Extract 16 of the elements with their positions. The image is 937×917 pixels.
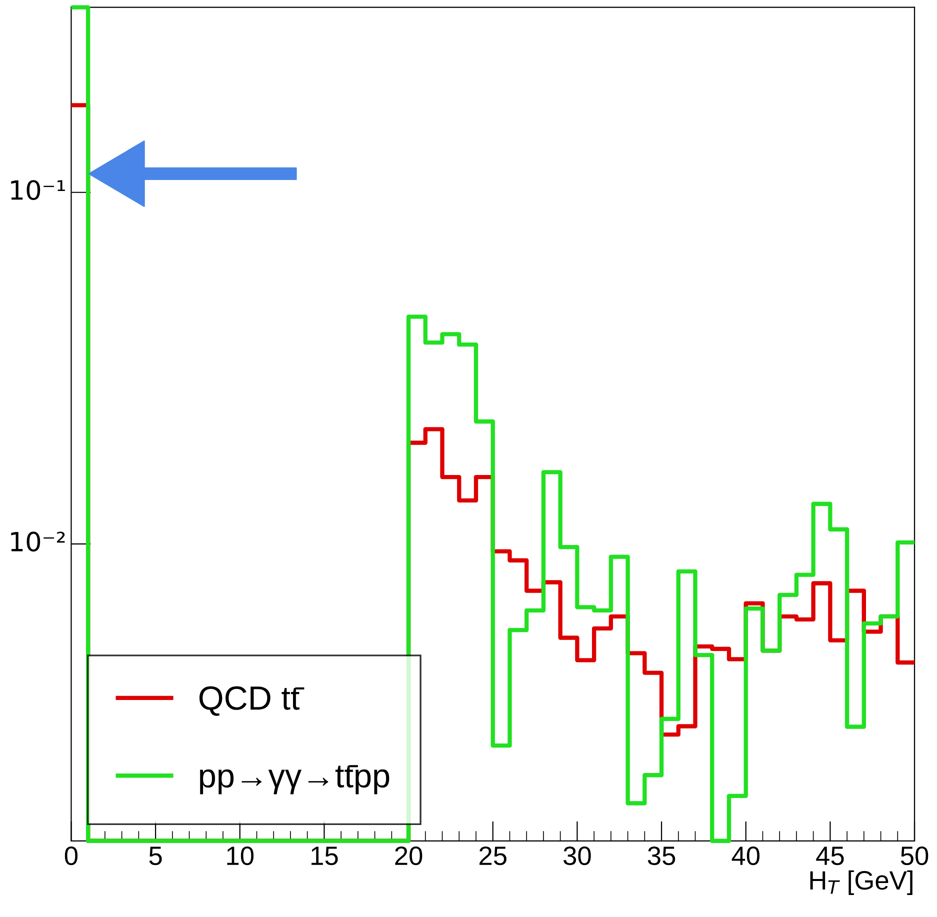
x-tick-label: 45: [816, 846, 844, 866]
x-tick-label: 30: [564, 846, 591, 866]
legend-label: QCD tt̄: [199, 686, 304, 716]
x-tick-label: 50: [900, 846, 928, 866]
y-tick-label: 10⁻¹: [11, 180, 65, 200]
x-tick-label: 15: [312, 846, 338, 866]
x-tick-label: 20: [395, 846, 422, 866]
y-tick-label: 10⁻²: [11, 532, 65, 552]
x-tick-label: 35: [648, 846, 676, 866]
x-tick-label: 25: [480, 846, 506, 866]
x-tick-label: 5: [149, 846, 162, 866]
x-axis-title: H$_{T}$ [GeV]: [810, 870, 912, 895]
legend-label: pp→γγ→tt̄pp: [200, 765, 390, 794]
x-tick-label: 40: [732, 846, 760, 866]
x-tick-label: 10: [227, 846, 254, 866]
x-tick-label: 0: [64, 846, 78, 866]
